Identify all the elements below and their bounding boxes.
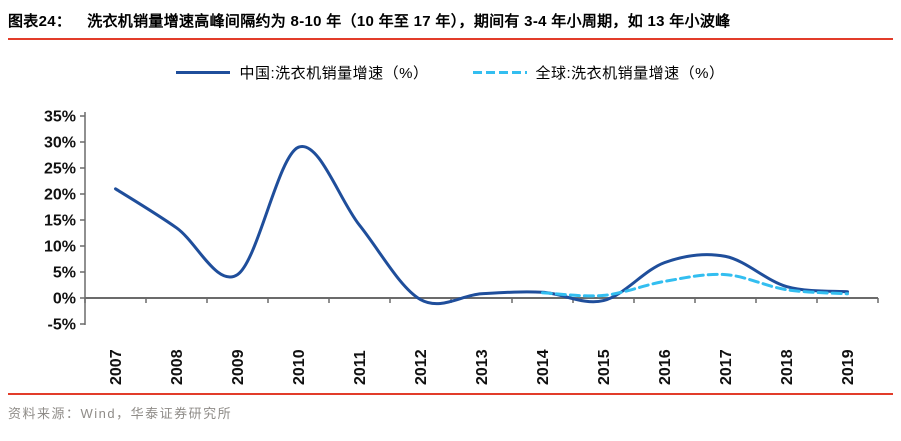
legend-label-china: 中国:洗衣机销量增速（%） [239,65,429,82]
legend-swatch-global [472,71,527,74]
series-line-global [541,272,849,298]
legend-swatch-china [176,71,231,74]
y-axis-tick-label: 0% [53,291,76,308]
y-axis-tick-label: 10% [44,239,76,256]
y-axis-tick-label: 5% [53,265,76,282]
y-axis-tick-label: 15% [44,213,76,230]
x-axis-tick-label: 2009 [230,349,247,385]
y-axis-tick-label: 30% [44,135,76,152]
y-axis-tick-label: 35% [44,109,76,126]
x-axis-tick-label: 2007 [108,349,125,385]
x-axis-tick-label: 2008 [169,349,186,385]
footer-separator-rule [8,393,893,395]
x-axis-tick-label: 2013 [474,349,491,385]
series-line-china [114,145,849,306]
x-axis-tick-label: 2017 [718,349,735,385]
x-axis-tick-label: 2014 [535,349,552,385]
legend-item-china: 中国:洗衣机销量增速（%） [176,62,428,83]
x-axis-tick-label: 2016 [657,349,674,385]
x-axis-tick-label: 2012 [413,349,430,385]
figure-title-text: 洗衣机销量增速高峰间隔约为 8-10 年（10 年至 17 年），期间有 3-4… [87,13,731,30]
y-axis-tick-label: 25% [44,161,76,178]
y-axis-tick-label: 20% [44,187,76,204]
x-axis-tick-label: 2015 [596,349,613,385]
x-axis-tick-label: 2010 [291,349,308,385]
x-axis-tick-label: 2018 [779,349,796,385]
y-axis-tick-label: -5% [48,317,76,334]
x-axis-tick-label: 2011 [352,350,369,385]
source-note: 资料来源：Wind，华泰证券研究所 [8,406,233,421]
legend-item-global: 全球:洗衣机销量增速（%） [472,62,725,83]
chart-legend: 中国:洗衣机销量增速（%） 全球:洗衣机销量增速（%） [0,62,901,83]
figure-title: 图表24： 洗衣机销量增速高峰间隔约为 8-10 年（10 年至 17 年），期间… [8,10,893,31]
x-axis-tick-label: 2019 [840,349,857,385]
figure-number-label: 图表24： [8,13,72,30]
title-underline-rule [8,38,893,40]
legend-label-global: 全球:洗衣机销量增速（%） [535,65,725,82]
